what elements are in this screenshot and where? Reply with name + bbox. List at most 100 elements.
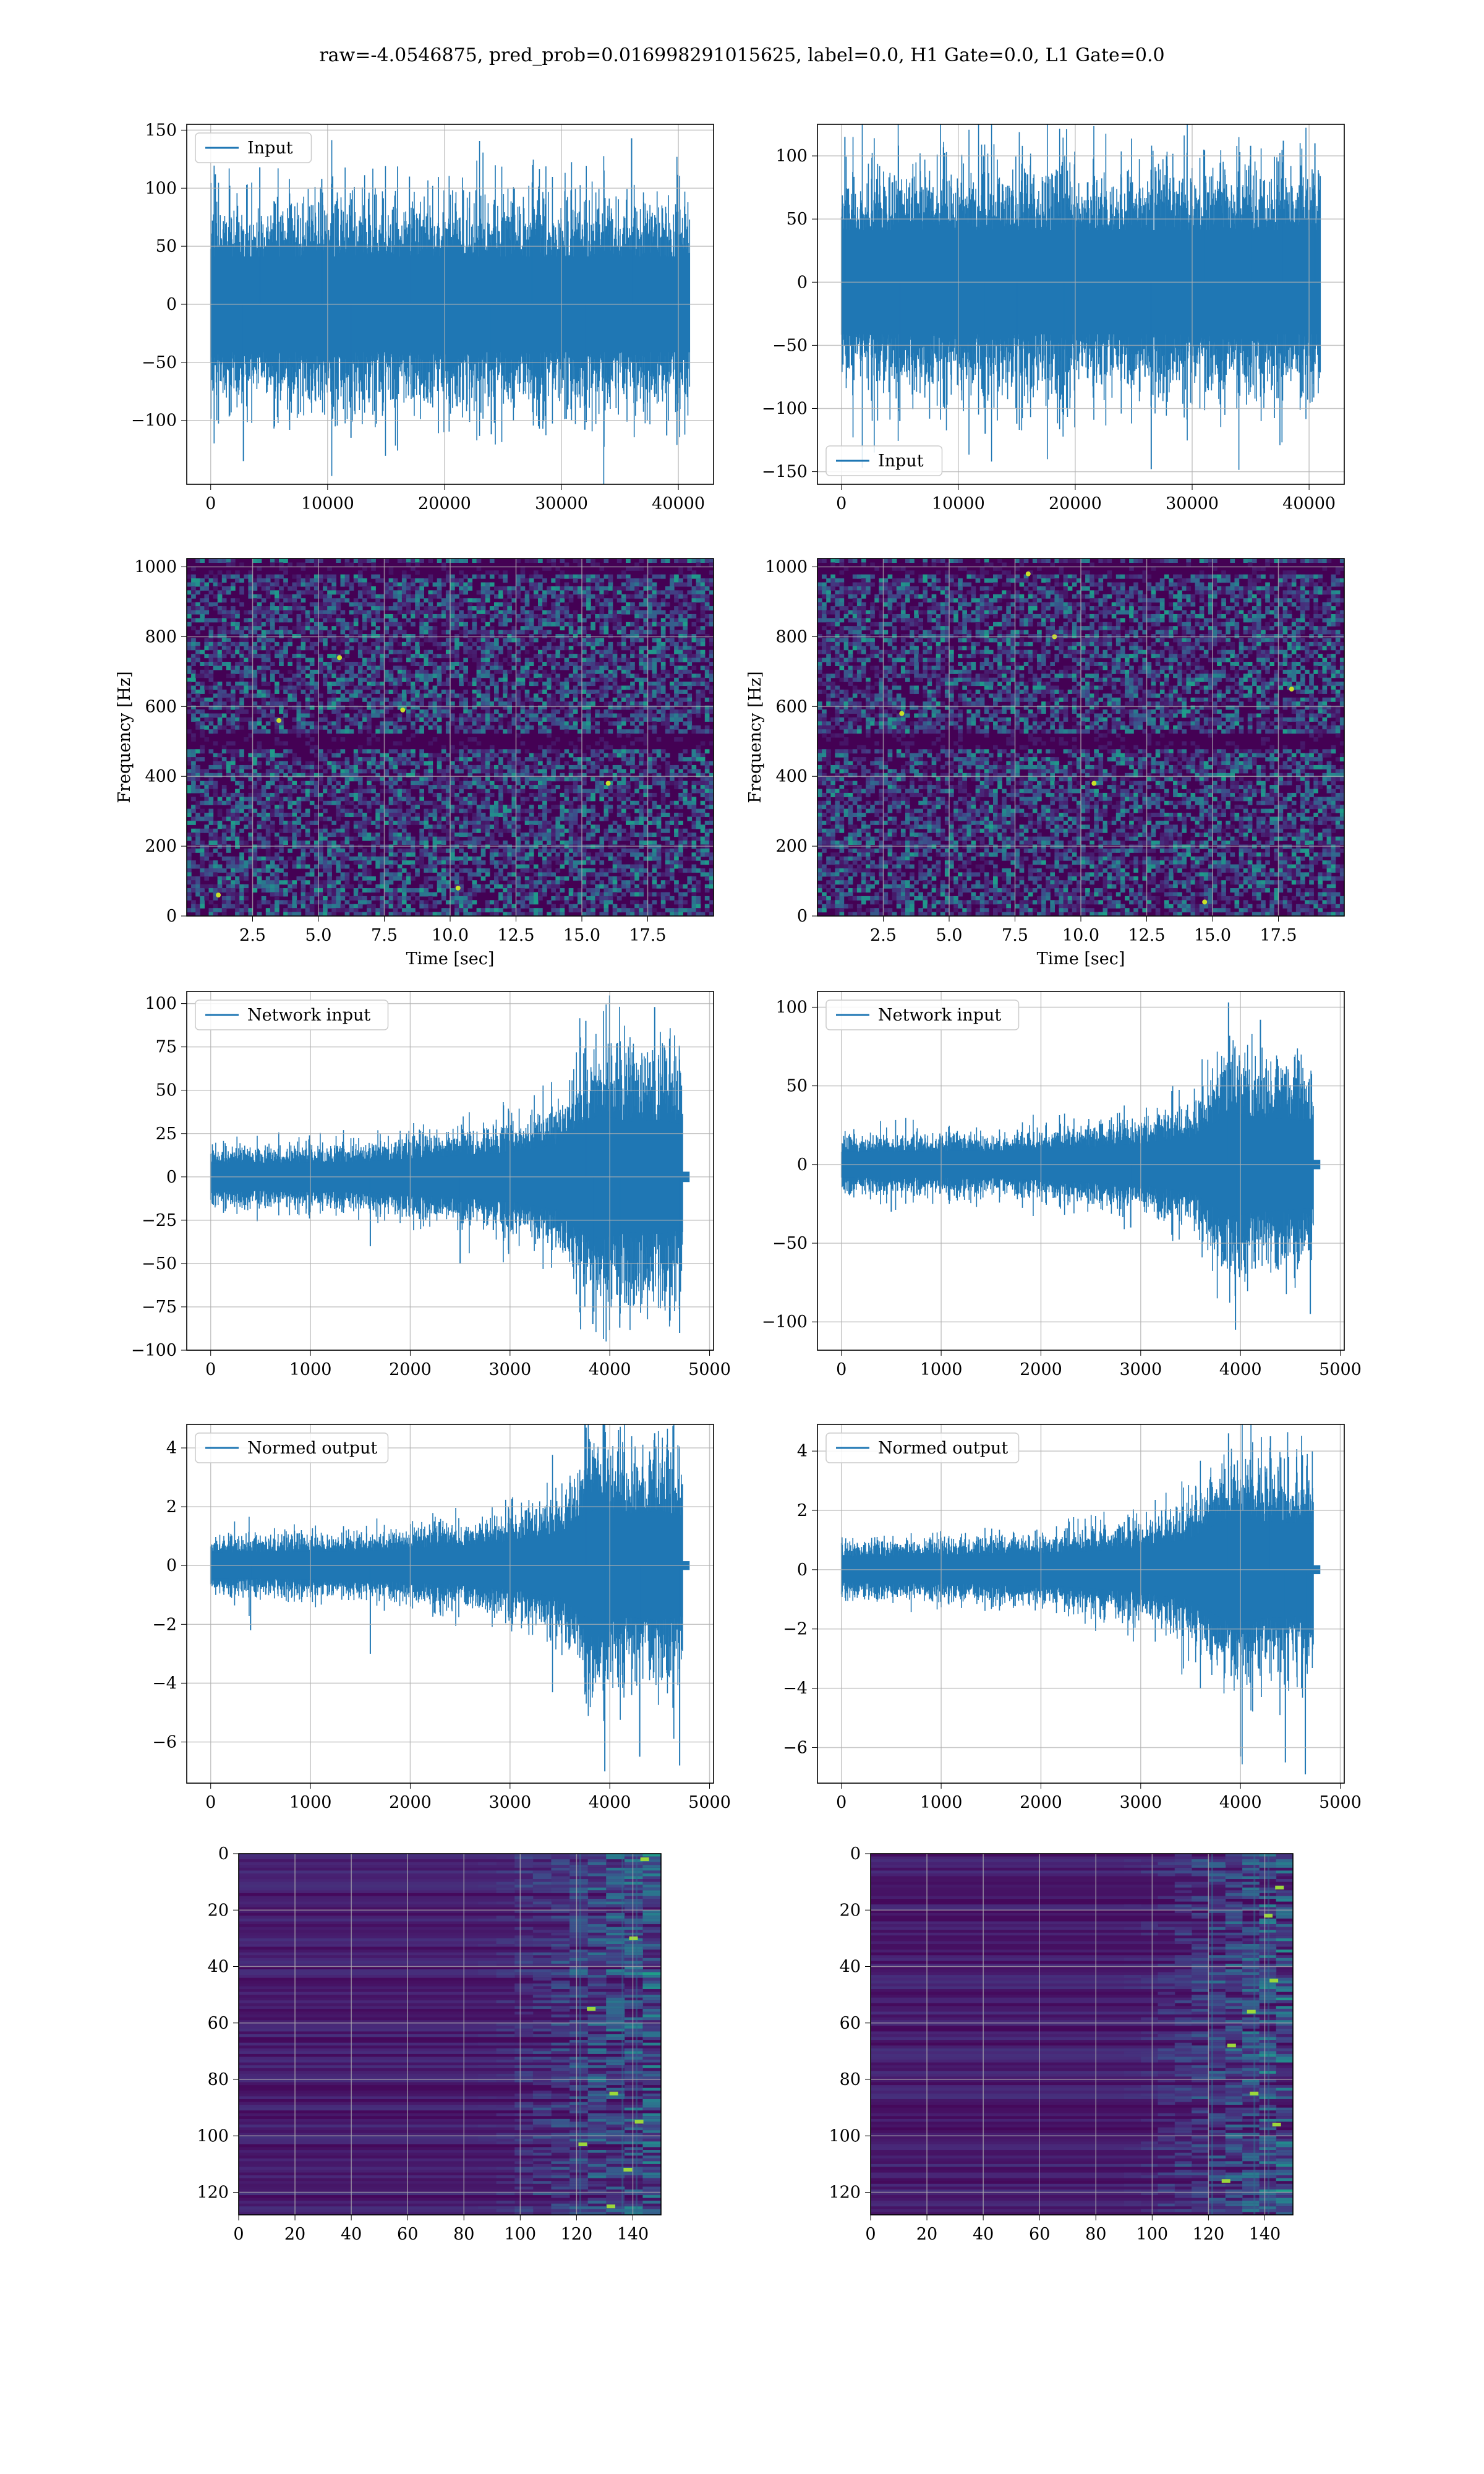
- spec-h1-cell: [340, 749, 346, 754]
- spec-h1-cell: [187, 610, 192, 615]
- spec-h1-cell: [367, 880, 372, 885]
- spec-h1-cell: [244, 574, 249, 579]
- spec-h1-cell: [516, 912, 521, 916]
- spec-h1-cell: [261, 868, 267, 873]
- spec-h1-cell: [301, 717, 306, 722]
- spec-h1-cell: [437, 777, 442, 782]
- spec-h1-cell: [397, 713, 403, 718]
- spec-h1-cell: [208, 868, 214, 873]
- spec-h1-cell: [375, 638, 380, 643]
- spec-h1-cell: [480, 800, 486, 805]
- spec-h1-cell: [472, 753, 477, 758]
- spec-h1-cell: [213, 753, 218, 758]
- spec-h1-cell: [555, 856, 561, 861]
- spec-h1-cell: [344, 641, 350, 646]
- spec-h1-cell: [252, 848, 258, 853]
- spec-h1-cell: [384, 606, 390, 611]
- spec-h1-cell: [494, 610, 499, 615]
- spec-h1-cell: [529, 725, 534, 730]
- spec-h1-cell: [318, 578, 323, 583]
- spec-h1-cell: [344, 717, 350, 722]
- spec-h1-cell: [208, 634, 214, 639]
- spec-h1-cell: [318, 792, 323, 797]
- spec-h1-cell: [441, 709, 446, 714]
- spec-h1-cell: [309, 582, 315, 587]
- spec-h1-cell: [187, 769, 192, 774]
- spec-h1-cell: [331, 852, 336, 857]
- spec-h1-cell: [349, 848, 354, 853]
- spec-h1-cell: [454, 674, 459, 678]
- spec-h1-cell: [187, 753, 192, 758]
- spec-h1-cell: [221, 689, 227, 694]
- spec-h1-cell: [309, 618, 315, 623]
- spec-h1-cell: [503, 578, 508, 583]
- spec-h1-cell: [275, 725, 279, 730]
- spec-h1-cell: [463, 729, 468, 734]
- spec-h1-cell: [524, 820, 530, 825]
- spec-h1-cell: [265, 884, 271, 889]
- spec-h1-cell: [467, 904, 473, 909]
- spec-h1-cell: [357, 682, 363, 687]
- spec-h1-cell: [551, 761, 556, 766]
- spec-h1-cell: [327, 669, 332, 674]
- spec-h1-cell: [437, 594, 442, 599]
- spec-h1-cell: [252, 614, 258, 618]
- spec-h1-cell: [301, 892, 306, 897]
- spec-h1-cell: [551, 559, 556, 563]
- spec-h1-cell: [213, 896, 218, 901]
- spec-h1-cell: [323, 888, 328, 893]
- spec-h1-cell: [489, 908, 495, 913]
- spec-h1-cell: [445, 574, 451, 579]
- spec-h1-cell: [428, 661, 433, 666]
- spec-h1-cell: [573, 777, 578, 782]
- spec-h1-cell: [349, 769, 354, 774]
- spec-h1-cell: [270, 813, 275, 818]
- spec-h1-cell: [507, 904, 512, 909]
- spec-h1-cell: [275, 769, 279, 774]
- spec-h1-cell: [371, 856, 376, 861]
- spec-h1-cell: [516, 733, 521, 738]
- spec-h1-cell: [270, 781, 275, 785]
- spec-h1-cell: [357, 745, 363, 750]
- spec-h1-cell: [401, 868, 407, 873]
- spec-h1-cell: [494, 769, 499, 774]
- spec-h1-cell: [454, 792, 459, 797]
- spec-h1-cell: [520, 864, 526, 869]
- spec-h1-cell: [524, 764, 530, 769]
- spec-h1-cell: [200, 649, 205, 654]
- spec-h1-cell: [296, 705, 302, 710]
- spec-h1-cell: [547, 884, 552, 889]
- spec-h1-cell: [489, 840, 495, 845]
- spec-h1-cell: [226, 892, 231, 897]
- spec-h1-cell: [279, 590, 284, 595]
- spec-h1-cell: [542, 872, 547, 877]
- spec-h1-cell: [511, 590, 517, 595]
- spec-h1-cell: [454, 717, 459, 722]
- spec-h1-cell: [393, 606, 398, 611]
- spec-h1-cell: [480, 614, 486, 618]
- spec-h1-cell: [252, 888, 258, 893]
- spec-h1-cell: [388, 888, 394, 893]
- spec-h1-cell: [577, 808, 582, 813]
- spec-h1-cell: [191, 618, 196, 623]
- spec-h1-cell: [419, 792, 424, 797]
- spec-h1-cell: [340, 638, 346, 643]
- spec-h1-cell: [419, 685, 424, 690]
- input-l1-ytick-label: −150: [762, 463, 808, 482]
- spec-h1-cell: [340, 828, 346, 833]
- spec-h1-cell: [239, 840, 244, 845]
- spec-h1-cell: [248, 773, 254, 777]
- spec-h1-cell: [454, 820, 459, 825]
- spec-h1-cell: [384, 590, 390, 595]
- spec-h1-cell: [375, 912, 380, 916]
- spec-h1-cell: [344, 840, 350, 845]
- spec-h1-cell: [441, 757, 446, 762]
- spec-h1-cell: [503, 674, 508, 678]
- spec-h1-cell: [485, 757, 490, 762]
- spec-h1-cell: [441, 813, 446, 818]
- spec-h1-cell: [542, 880, 547, 885]
- spec-h1-cell: [489, 570, 495, 575]
- spec-h1-cell: [538, 888, 543, 893]
- spec-h1-cell: [472, 828, 477, 833]
- spec-h1-cell: [432, 685, 438, 690]
